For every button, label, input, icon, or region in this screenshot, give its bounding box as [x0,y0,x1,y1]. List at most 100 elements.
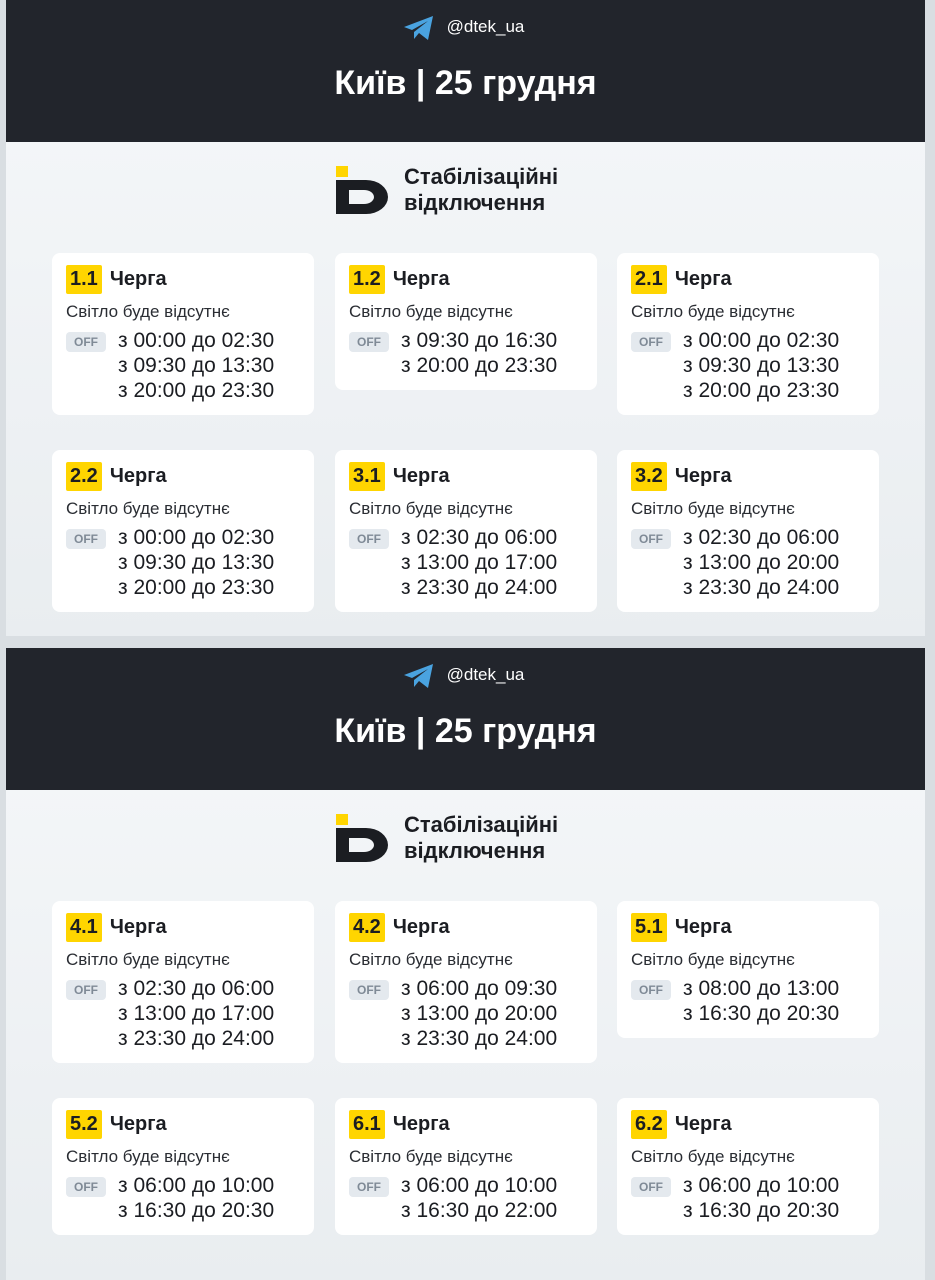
card-header: 2.1 Черга [631,265,865,294]
queue-label: Черга [674,1113,732,1135]
group-number: 5.1 [631,913,667,942]
queue-card: 5.1 Черга Світло буде відсутнє OFF з 08:00 д… [617,901,879,1038]
schedule: OFF з 02:30 до 06:00 з 13:00 до 17:00 з 23:… [349,525,583,600]
time-range: з 20:00 до 23:30 [118,576,275,599]
off-badge: OFF [631,529,671,549]
times: з 02:30 до 06:00 з 13:00 до 17:00 з 23:30 … [401,525,557,600]
title: Київ | 25 грудня [334,64,597,102]
time-range: з 13:00 до 17:00 [401,551,558,574]
times: з 06:00 до 10:00 з 16:30 до 20:30 [683,1173,839,1223]
brand-line: відключення [404,190,546,215]
off-badge: OFF [631,332,671,352]
status: Світло буде відсутнє [631,950,795,969]
schedule: OFF з 08:00 до 13:00 з 16:30 до 20:30 [631,976,865,1026]
queue-label: Черга [392,1113,450,1135]
schedule: OFF з 06:00 до 10:00 з 16:30 до 20:30 [66,1173,300,1223]
time-range: з 06:00 до 10:00 [683,1174,840,1197]
queue-card: 2.2 Черга Світло буде відсутнє OFF з 00:00 д… [52,450,314,612]
status: Світло буде відсутнє [349,950,513,969]
queue-card: 4.1 Черга Світло буде відсутнє OFF з 02:30 д… [52,901,314,1063]
status: Світло буде відсутнє [349,499,513,518]
time-range: з 00:00 до 02:30 [683,329,840,352]
logo [336,166,392,219]
times: з 02:30 до 06:00 з 13:00 до 17:00 з 23:30 … [118,976,274,1051]
schedule: OFF з 02:30 до 06:00 з 13:00 до 20:00 з 23:… [631,525,865,600]
schedule: OFF з 09:30 до 16:30 з 20:00 до 23:30 [349,328,583,378]
group-number: 2.2 [66,462,102,491]
queue-label: Черга [674,268,732,290]
queue-card: 1.2 Черга Світло буде відсутнє OFF з 09:30 д… [335,253,597,390]
group-number: 3.2 [631,462,667,491]
off-badge: OFF [631,1177,671,1197]
brand: Стабілізаційні відключення [404,812,558,864]
group-number: 6.1 [349,1110,385,1139]
times: з 02:30 до 06:00 з 13:00 до 20:00 з 23:30 … [683,525,839,600]
time-range: з 06:00 до 10:00 [118,1174,275,1197]
status: Світло буде відсутнє [66,1147,230,1166]
off-badge: OFF [349,332,389,352]
panel: @dtek_ua Київ | 25 грудня Стабілізаційні ві… [6,0,925,636]
card-header: 3.1 Черга [349,462,583,491]
off-badge: OFF [349,529,389,549]
time-range: з 09:30 до 13:30 [118,354,275,377]
times: з 06:00 до 09:30 з 13:00 до 20:00 з 23:30 … [401,976,557,1051]
time-range: з 16:30 до 20:30 [118,1199,275,1222]
brand-line: Стабілізаційні [404,164,559,189]
times: з 08:00 до 13:00 з 16:30 до 20:30 [683,976,839,1026]
time-range: з 13:00 до 20:00 [683,551,840,574]
schedule: OFF з 06:00 до 09:30 з 13:00 до 20:00 з 23:… [349,976,583,1051]
time-range: з 06:00 до 10:00 [401,1174,558,1197]
times: з 00:00 до 02:30 з 09:30 до 13:30 з 20:00 … [118,525,274,600]
time-range: з 23:30 до 24:00 [401,576,558,599]
time-range: з 20:00 до 23:30 [401,354,558,377]
time-range: з 13:00 до 20:00 [401,1002,558,1025]
schedule: OFF з 06:00 до 10:00 з 16:30 до 22:00 [349,1173,583,1223]
status: Світло буде відсутнє [66,499,230,518]
group-number: 1.2 [349,265,385,294]
card-header: 5.2 Черга [66,1110,300,1139]
header: @dtek_ua Київ | 25 грудня [6,0,925,142]
group-number: 1.1 [66,265,102,294]
time-range: з 16:30 до 20:30 [683,1002,840,1025]
schedule: OFF з 00:00 до 02:30 з 09:30 до 13:30 з 20:… [631,328,865,403]
brand-line: Стабілізаційні [404,812,559,837]
panel: @dtek_ua Київ | 25 грудня Стабілізаційні ві… [6,648,925,1280]
time-range: з 16:30 до 22:00 [401,1199,558,1222]
card-header: 4.1 Черга [66,913,300,942]
header: @dtek_ua Київ | 25 грудня [6,648,925,790]
off-badge: OFF [349,980,389,1000]
queue-card: 6.2 Черга Світло буде відсутнє OFF з 06:00 д… [617,1098,879,1235]
group-number: 6.2 [631,1110,667,1139]
status: Світло буде відсутнє [631,499,795,518]
time-range: з 00:00 до 02:30 [118,329,275,352]
queue-label: Черга [674,916,732,938]
time-range: з 09:30 до 13:30 [118,551,275,574]
off-badge: OFF [349,1177,389,1197]
queue-label: Черга [674,465,732,487]
queue-card: 1.1 Черга Світло буде відсутнє OFF з 00:00 д… [52,253,314,415]
queue-label: Черга [109,268,167,290]
off-badge: OFF [631,980,671,1000]
time-range: з 09:30 до 13:30 [683,354,840,377]
time-range: з 23:30 до 24:00 [118,1027,275,1050]
queue-card: 3.2 Черга Світло буде відсутнє OFF з 02:30 д… [617,450,879,612]
queue-label: Черга [392,268,450,290]
telegram-icon [402,14,436,47]
queue-card: 4.2 Черга Світло буде відсутнє OFF з 06:00 д… [335,901,597,1063]
card-header: 4.2 Черга [349,913,583,942]
status: Світло буде відсутнє [349,302,513,321]
time-range: з 23:30 до 24:00 [401,1027,558,1050]
time-range: з 13:00 до 17:00 [118,1002,275,1025]
queue-label: Черга [392,916,450,938]
time-range: з 02:30 до 06:00 [118,977,275,1000]
time-range: з 08:00 до 13:00 [683,977,840,1000]
queue-label: Черга [109,1113,167,1135]
time-range: з 02:30 до 06:00 [683,526,840,549]
card-header: 1.2 Черга [349,265,583,294]
times: з 06:00 до 10:00 з 16:30 до 22:00 [401,1173,557,1223]
group-number: 4.2 [349,913,385,942]
off-badge: OFF [66,529,106,549]
queue-card: 3.1 Черга Світло буде відсутнє OFF з 02:30 д… [335,450,597,612]
queue-label: Черга [109,465,167,487]
handle: @dtek_ua [446,17,525,36]
